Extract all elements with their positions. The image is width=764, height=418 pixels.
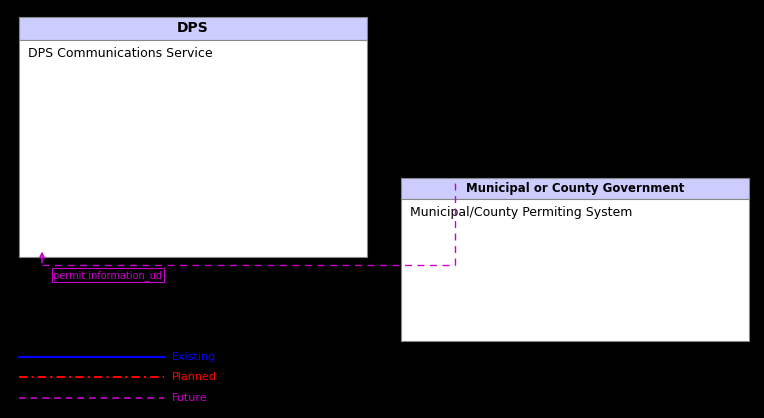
Text: DPS: DPS [177,21,209,35]
Text: Planned: Planned [172,372,217,382]
Text: Existing: Existing [172,352,216,362]
Bar [401,178,749,199]
Text: permit information_ud: permit information_ud [53,270,163,280]
Text: Future: Future [172,393,208,403]
Bar [19,17,367,40]
Text: Municipal or County Government: Municipal or County Government [466,182,684,195]
Text: DPS Communications Service: DPS Communications Service [28,47,213,60]
Bar [401,199,749,341]
Text: Municipal/County Permiting System: Municipal/County Permiting System [410,206,633,219]
Bar [19,40,367,257]
